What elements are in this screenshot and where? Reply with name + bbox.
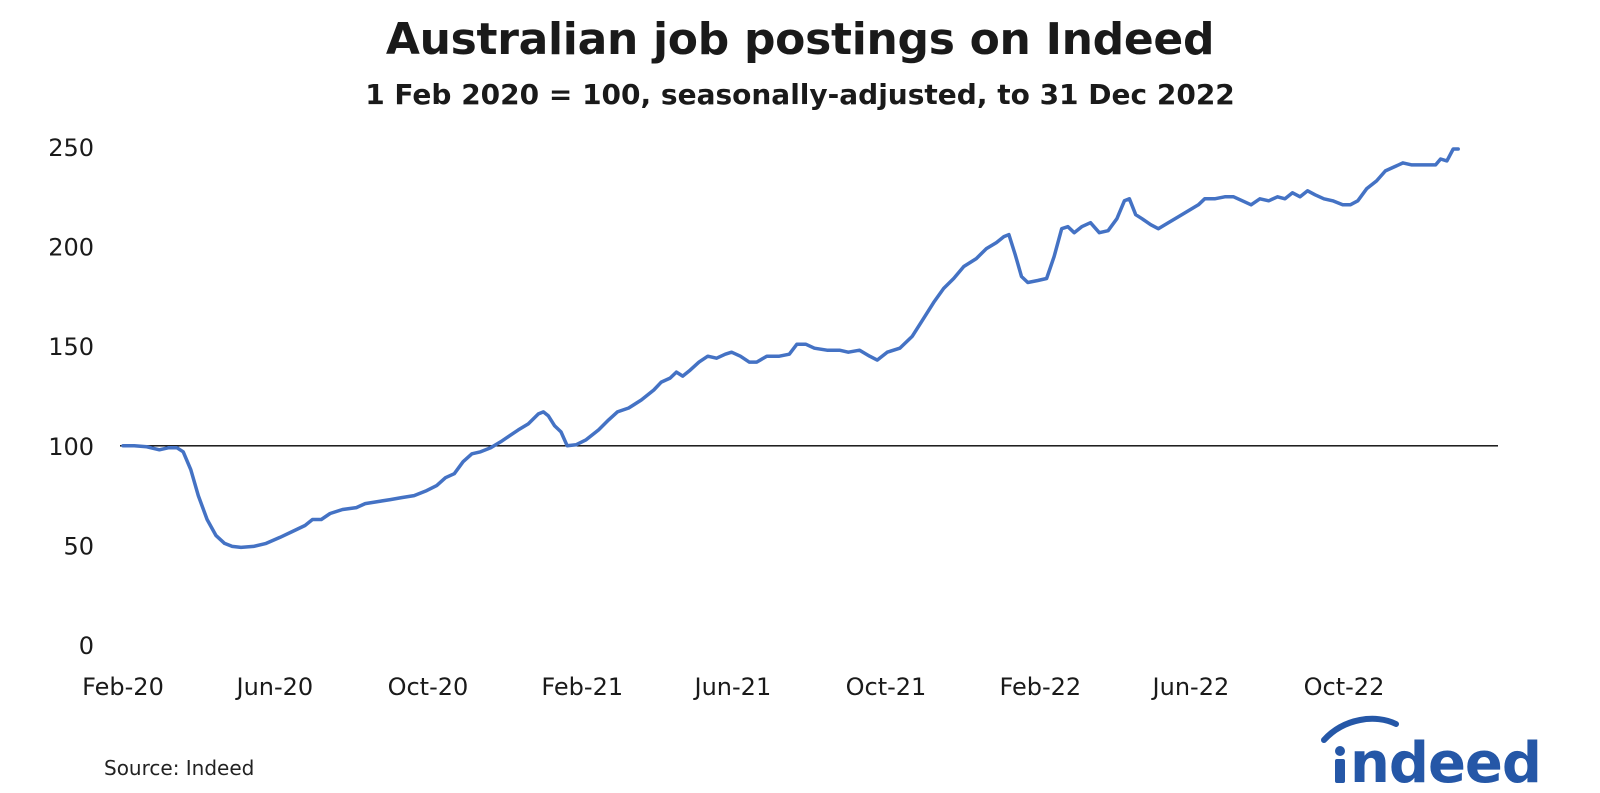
x-tick-label: Feb-21	[541, 673, 623, 701]
x-tick-label: Feb-22	[999, 673, 1081, 701]
chart-title: Australian job postings on Indeed	[385, 14, 1215, 65]
y-axis-ticks: 0 50 100 150 200 250	[48, 134, 94, 660]
x-axis-ticks: Feb-20 Jun-20 Oct-20 Feb-21 Jun-21 Oct-21 Feb-…	[82, 673, 1384, 701]
y-tick-label: 250	[48, 134, 94, 162]
x-tick-label: Oct-22	[1304, 673, 1385, 701]
x-tick-label: Jun-22	[1151, 673, 1230, 701]
source-note: Source: Indeed	[104, 756, 255, 780]
chart-subtitle: 1 Feb 2020 = 100, seasonally-adjusted, t…	[365, 78, 1235, 111]
x-tick-label: Jun-20	[234, 673, 313, 701]
y-tick-label: 50	[63, 532, 94, 560]
y-tick-label: 100	[48, 433, 94, 461]
x-tick-label: Oct-21	[846, 673, 927, 701]
x-tick-label: Feb-20	[82, 673, 164, 701]
svg-text:ndeed: ndeed	[1350, 731, 1541, 788]
y-tick-label: 0	[79, 632, 94, 660]
x-tick-label: Jun-21	[693, 673, 772, 701]
series-line-job-postings	[121, 147, 1460, 550]
y-tick-label: 150	[48, 333, 94, 361]
x-tick-label: Oct-20	[388, 673, 469, 701]
y-tick-label: 200	[48, 234, 94, 262]
indeed-logo: ndeed	[1321, 715, 1542, 788]
